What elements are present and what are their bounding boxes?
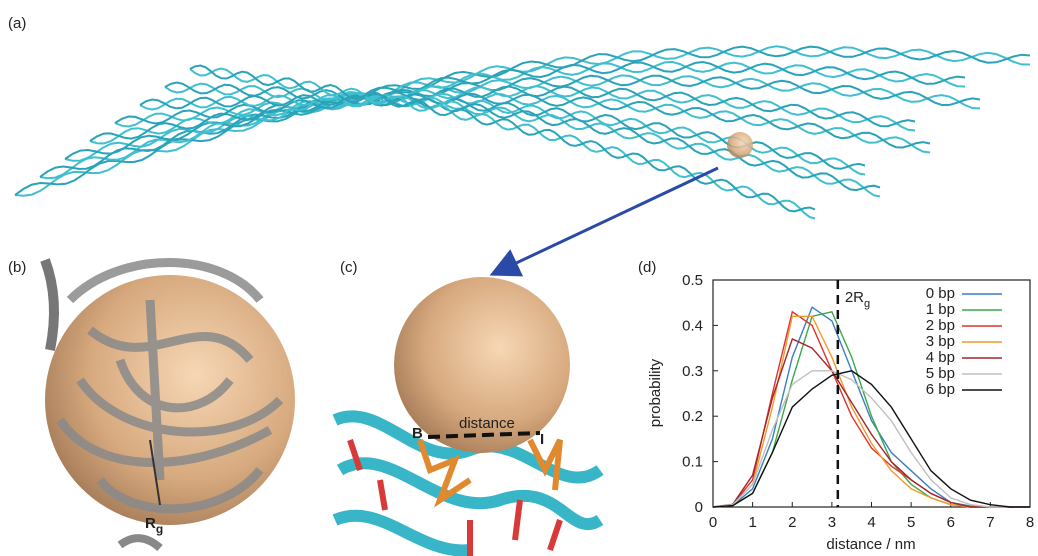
- helix: [114, 92, 931, 154]
- annotation-text: 2R: [845, 289, 864, 306]
- x-tick-label: 0: [709, 514, 717, 531]
- y-tick-label: 0.1: [682, 454, 703, 471]
- legend-label: 3 bp: [926, 333, 955, 350]
- radius-label: Rg: [145, 515, 163, 536]
- base-label: I: [540, 431, 544, 448]
- dna-origami: [14, 45, 1031, 220]
- x-tick-label: 6: [947, 514, 955, 531]
- curve: [712, 370, 1030, 508]
- x-tick-label: 4: [867, 514, 875, 531]
- annotation-subscript: g: [864, 298, 870, 310]
- curve: [712, 338, 1030, 508]
- panel-label: (c): [340, 259, 358, 276]
- x-tick-label: 1: [748, 514, 756, 531]
- legend-label: 1 bp: [926, 301, 955, 318]
- helix: [189, 67, 816, 220]
- x-tick-label: 5: [907, 514, 915, 531]
- panel-label: (a): [8, 15, 26, 32]
- distance-label: distance: [459, 415, 515, 432]
- helix: [64, 74, 981, 162]
- y-tick-label: 0: [695, 499, 703, 516]
- y-tick-label: 0.5: [682, 272, 703, 289]
- protein-sphere: [727, 132, 753, 158]
- x-tick-label: 3: [828, 514, 836, 531]
- helix: [14, 45, 1031, 196]
- dna-closeup: [332, 277, 604, 556]
- curve: [712, 370, 1030, 508]
- legend-label: 5 bp: [926, 365, 955, 382]
- x-axis-label: distance / nm: [826, 536, 915, 553]
- legend-label: 0 bp: [926, 285, 955, 302]
- helix: [164, 81, 881, 192]
- helix: [64, 74, 981, 160]
- y-tick-label: 0.4: [682, 317, 703, 334]
- x-tick-label: 2: [788, 514, 796, 531]
- helix: [189, 64, 816, 213]
- helix: [39, 60, 966, 180]
- radius-subscript: g: [156, 522, 163, 536]
- base-label: B: [412, 425, 423, 442]
- helix: [89, 85, 916, 142]
- radius-symbol: R: [145, 515, 156, 532]
- plot-frame: [712, 279, 1031, 508]
- y-tick-label: 0.2: [682, 408, 703, 425]
- y-tick-label: 0.3: [682, 363, 703, 380]
- y-axis-label: probability: [647, 358, 664, 427]
- panel-label: (b): [8, 259, 26, 276]
- helix: [14, 45, 1031, 197]
- annotation: 2Rg: [845, 289, 870, 310]
- x-tick-label: 8: [1026, 514, 1034, 531]
- helix: [164, 82, 881, 198]
- zoom-arrow: [489, 166, 719, 277]
- helix: [89, 85, 916, 145]
- panel-label: (d): [638, 259, 656, 276]
- legend-label: 6 bp: [926, 381, 955, 398]
- protein-render: [40, 258, 295, 552]
- legend-label: 4 bp: [926, 349, 955, 366]
- legend-label: 2 bp: [926, 317, 955, 334]
- x-tick-label: 7: [986, 514, 994, 531]
